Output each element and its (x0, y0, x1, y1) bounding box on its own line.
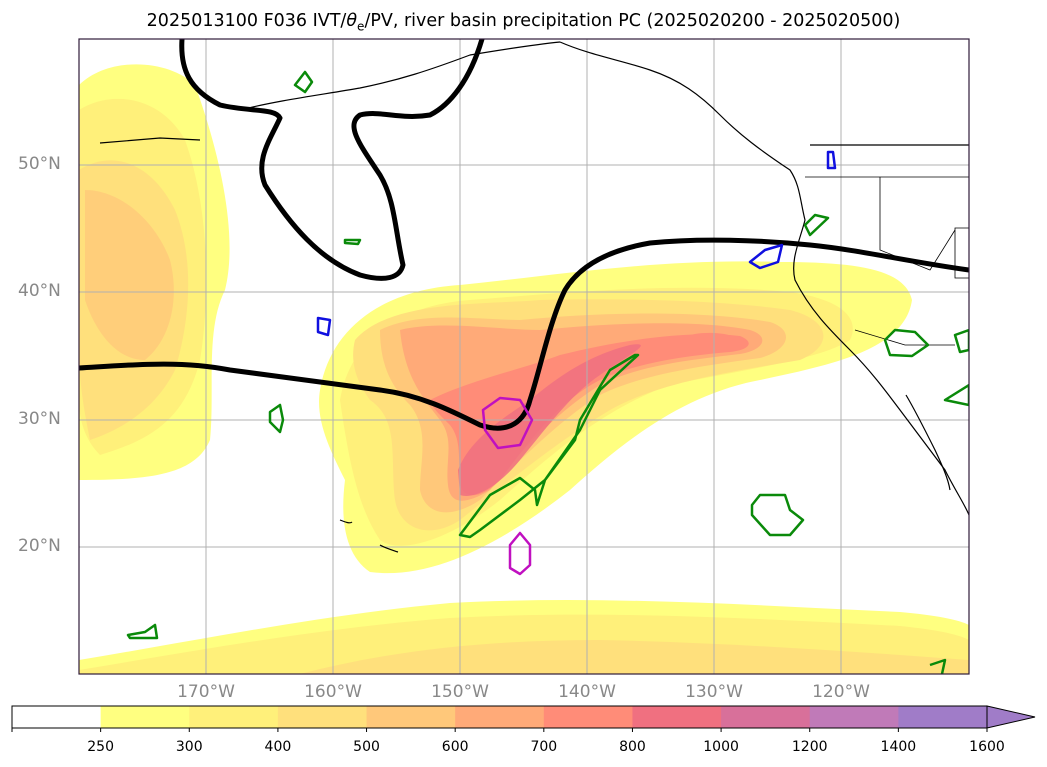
lat-tick-50n: 50°N (18, 154, 61, 174)
colorbar-label: 1000 (703, 739, 739, 755)
colorbar-segment (12, 706, 102, 728)
colorbar-segment (721, 706, 811, 728)
colorbar-segment (189, 706, 279, 728)
colorbar-segment (898, 706, 988, 728)
lat-tick-30n: 30°N (18, 409, 61, 429)
colorbar-extend-arrow (986, 705, 1036, 729)
colorbar-segment (366, 706, 456, 728)
colorbar-label: 1200 (791, 739, 828, 755)
colorbar-label: 1400 (880, 739, 917, 755)
colorbar-frame (11, 705, 988, 729)
colorbar (11, 705, 1036, 732)
pv-contours (79, 39, 969, 431)
colorbar-segment (809, 706, 899, 728)
colorbar-segment (277, 706, 368, 728)
colorbar-ticks (11, 728, 988, 732)
lon-tick-160w: 160°W (304, 682, 362, 702)
colorbar-label: 800 (619, 739, 646, 755)
map-frame (78, 38, 970, 675)
lon-tick-130w: 130°W (685, 682, 743, 702)
colorbar-label: 500 (353, 739, 380, 755)
colorbar-segment (455, 706, 545, 728)
lon-tick-170w: 170°W (177, 682, 235, 702)
title-prefix: 2025013100 F036 IVT/ (146, 11, 347, 31)
title-suffix: /PV, river basin precipitation PC (20250… (364, 11, 901, 31)
colorbar-label: 700 (530, 739, 558, 755)
colorbar-segment (100, 706, 190, 728)
colorbar-segments (12, 706, 988, 728)
lat-tick-40n: 40°N (18, 281, 61, 301)
colorbar-label: 400 (264, 739, 292, 755)
precip-pc-contours (126, 70, 969, 674)
lon-tick-140w: 140°W (558, 682, 616, 702)
colorbar-label: 250 (87, 739, 114, 755)
colorbar-segment (632, 706, 722, 728)
ivt-fill-west (79, 64, 230, 481)
colorbar-label: 300 (175, 739, 203, 755)
ivt-fill-south (79, 600, 969, 674)
lon-tick-120w: 120°W (812, 682, 870, 702)
colorbar-label: 600 (441, 739, 469, 755)
figure-title: 2025013100 F036 IVT/θe/PV, river basin p… (0, 11, 1047, 34)
title-theta-sub: e (357, 19, 365, 34)
colorbar-segment (543, 706, 633, 728)
lat-tick-20n: 20°N (18, 536, 61, 556)
title-theta: θ (346, 11, 358, 31)
lon-tick-150w: 150°W (431, 682, 489, 702)
colorbar-label: 1600 (969, 739, 1005, 755)
